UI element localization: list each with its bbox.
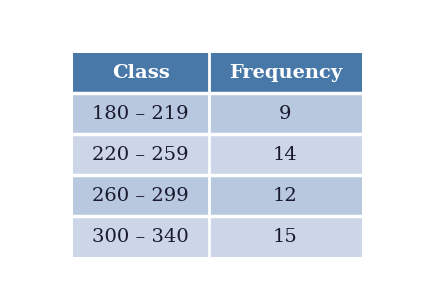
Bar [73,175,209,216]
Text: 180 – 219: 180 – 219 [92,105,189,123]
Bar [209,134,362,175]
Text: 300 – 340: 300 – 340 [92,228,189,246]
Text: Class: Class [112,64,170,82]
Bar [209,216,362,257]
Text: 220 – 259: 220 – 259 [92,146,189,164]
Text: 15: 15 [273,228,298,246]
Bar [209,175,362,216]
Text: 12: 12 [273,187,298,205]
Bar [209,53,362,93]
Bar [73,216,209,257]
Bar [73,53,209,93]
Text: 14: 14 [273,146,298,164]
Text: 260 – 299: 260 – 299 [92,187,189,205]
Text: 9: 9 [279,105,292,123]
Bar [73,134,209,175]
Bar [209,93,362,134]
Text: Frequency: Frequency [229,64,342,82]
Bar [73,93,209,134]
